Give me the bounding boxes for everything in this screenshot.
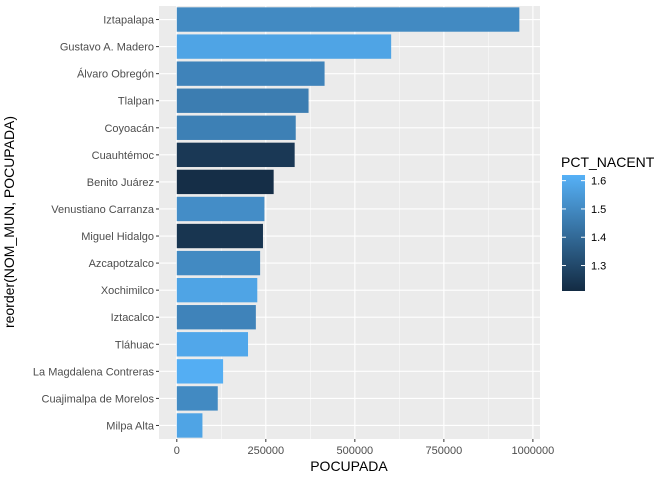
y-tick-label: La Magdalena Contreras bbox=[33, 366, 155, 378]
bar bbox=[176, 413, 203, 438]
bar bbox=[176, 7, 520, 32]
y-tick-label: Tlalpan bbox=[118, 96, 154, 108]
x-tick-label: 500000 bbox=[336, 445, 373, 457]
bar bbox=[176, 142, 295, 168]
y-tick-label: Benito Juárez bbox=[87, 177, 154, 189]
y-tick-label: Gustavo A. Madero bbox=[60, 42, 154, 54]
x-tick-label: 1000000 bbox=[511, 445, 554, 457]
bar bbox=[176, 88, 309, 113]
legend-tick-label: 1.3 bbox=[591, 261, 606, 273]
y-tick-label: Venustiano Carranza bbox=[51, 204, 155, 216]
bar bbox=[176, 196, 265, 222]
legend-colorbar bbox=[562, 175, 585, 291]
y-tick-label: Azcapotzalco bbox=[89, 258, 154, 270]
bar bbox=[176, 61, 325, 86]
y-tick-label: Miguel Hidalgo bbox=[81, 231, 154, 243]
bar bbox=[176, 34, 392, 59]
bar bbox=[176, 115, 296, 140]
color-legend: PCT_NACENT 1.3 1.4 1.5 1.6 bbox=[561, 154, 655, 291]
legend-tick-label: 1.6 bbox=[591, 176, 606, 188]
y-tick-label: Cuauhtémoc bbox=[92, 150, 155, 162]
y-tick-label: Xochimilco bbox=[101, 285, 154, 297]
x-tick-label: 750000 bbox=[426, 445, 463, 457]
bar bbox=[176, 169, 274, 195]
bar bbox=[176, 223, 263, 249]
bar bbox=[176, 332, 249, 357]
y-axis-label: reorder(NOM_MUN, POCUPADA) bbox=[1, 116, 17, 328]
legend-tick-label: 1.5 bbox=[591, 204, 606, 216]
y-tick-label: Cuajimalpa de Morelos bbox=[42, 393, 155, 405]
x-axis-label: POCUPADA bbox=[310, 458, 388, 474]
legend-ticks: 1.3 1.4 1.5 1.6 bbox=[562, 176, 606, 273]
x-tick-label: 0 bbox=[174, 445, 180, 457]
bar bbox=[176, 305, 256, 330]
bar bbox=[176, 386, 218, 411]
legend-title: PCT_NACENT bbox=[561, 154, 655, 170]
y-tick-labels: Iztapalapa Gustavo A. Madero Álvaro Obregó… bbox=[33, 15, 159, 432]
bar bbox=[176, 359, 224, 384]
bars bbox=[176, 7, 520, 438]
y-tick-label: Milpa Alta bbox=[106, 420, 155, 432]
legend-tick-label: 1.4 bbox=[591, 232, 606, 244]
y-tick-label: Coyoacán bbox=[104, 123, 154, 135]
x-tick-label: 250000 bbox=[247, 445, 284, 457]
y-tick-label: Iztacalco bbox=[111, 312, 154, 324]
y-tick-label: Tláhuac bbox=[115, 339, 155, 351]
y-tick-label: Álvaro Obregón bbox=[77, 68, 154, 81]
bar bbox=[176, 277, 258, 303]
x-tick-labels: 0 250000 500000 750000 1000000 bbox=[174, 439, 554, 457]
y-tick-label: Iztapalapa bbox=[103, 15, 155, 27]
bar bbox=[176, 250, 261, 276]
